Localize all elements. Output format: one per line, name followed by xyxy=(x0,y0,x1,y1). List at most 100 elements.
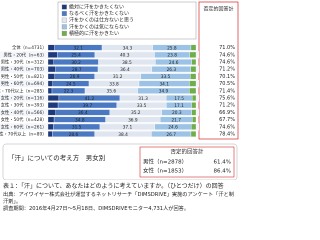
category-label: 女性・20代（n=116） xyxy=(1,95,47,102)
bar-segment xyxy=(190,66,197,73)
legend-swatch xyxy=(61,11,67,17)
legend-swatch xyxy=(61,17,67,23)
total-label: 71.0% xyxy=(219,45,235,51)
bar-segment xyxy=(47,116,55,123)
value-label: 26.9 xyxy=(70,74,80,80)
value-label: 26.7 xyxy=(166,132,176,138)
bar-segment xyxy=(192,116,197,123)
value-label: 24.6 xyxy=(169,60,179,66)
value-label: 31.2 xyxy=(113,74,123,80)
value-label: 24.6 xyxy=(168,125,178,131)
legend-swatch xyxy=(61,4,67,10)
value-label: 36.9 xyxy=(128,117,138,123)
total-label: 70.1% xyxy=(219,74,235,80)
value-label: 17.5 xyxy=(174,96,184,102)
value-label: 33.8 xyxy=(109,81,119,87)
summary-value: 86.4% xyxy=(214,169,231,175)
bar-segment xyxy=(47,87,53,94)
category-label: 女性・40代（n=566） xyxy=(1,109,47,116)
bar-segment xyxy=(47,51,58,58)
page: 否定的回答計 「汗」についての考え方 男女別 否定的回答計 男性（n=2878）… xyxy=(0,1,239,213)
caption-source: 出典：アイワイヤー株式会社が運営するネットリサーチ「DIMSDRIVE」実施のア… xyxy=(3,192,234,205)
summary-table xyxy=(139,146,235,178)
bar-segment xyxy=(47,59,54,65)
summary-label: 男性（n=2878） xyxy=(143,158,187,166)
legend-label: 汗をかくのは気にならない xyxy=(69,23,129,30)
total-label: 74.6% xyxy=(219,60,235,66)
category-label: 全体（n=4731） xyxy=(12,44,46,51)
total-header: 否定的回答計 xyxy=(203,6,233,13)
total-label: 74.6% xyxy=(219,52,235,58)
total-label: 78.4% xyxy=(219,132,235,138)
bar-segment xyxy=(190,131,197,137)
value-label: 24.5 xyxy=(66,81,76,87)
value-label: 34.3 xyxy=(123,45,133,51)
legend-swatch xyxy=(61,24,67,30)
value-label: 22.3 xyxy=(64,89,74,95)
total-box xyxy=(198,1,239,140)
bar-segment xyxy=(192,95,197,101)
value-label: 33.5 xyxy=(161,74,171,80)
value-label: 28.6 xyxy=(69,132,79,138)
value-label: 37.1 xyxy=(123,125,133,131)
value-label: 33.5 xyxy=(137,103,147,109)
value-label: 41.2 xyxy=(85,96,95,102)
bar-segment xyxy=(47,102,59,109)
value-label: 28.7 xyxy=(72,67,82,73)
category-label: 男性・60代（n=694） xyxy=(1,80,47,87)
category-label: 女性・70代以上（n=89） xyxy=(0,131,47,138)
bar-segment xyxy=(47,131,53,137)
value-label: 17.1 xyxy=(174,103,184,109)
value-label: 20.3 xyxy=(172,110,182,116)
bar-segment xyxy=(47,123,54,130)
bar-segment xyxy=(189,87,197,94)
total-label: 67.7% xyxy=(219,117,235,123)
chart: 否定的回答計 「汗」についての考え方 男女別 否定的回答計 男性（n=2878）… xyxy=(0,1,239,180)
category-label: 女性・30代（n=393） xyxy=(1,102,47,109)
bar-segment xyxy=(47,109,56,116)
legend-label: 絶対に汗をかきたくない xyxy=(69,4,124,11)
bar-segment xyxy=(191,59,197,65)
total-label: 71.4% xyxy=(219,88,235,94)
value-label: 40.3 xyxy=(120,53,130,59)
bar-segment xyxy=(191,102,197,109)
summary-title: 「汗」についての考え方 男女別 xyxy=(8,153,105,162)
total-label: 71.2% xyxy=(219,103,235,109)
legend-swatch xyxy=(61,30,67,36)
value-label: 25.4 xyxy=(71,53,81,59)
category-label: 男性・30代（n=312） xyxy=(1,59,47,66)
caption: 表１：「汗」について、あなたはどのように考えていますか。（ひとつだけ）の回答 出… xyxy=(3,183,237,213)
total-label: 71.2% xyxy=(219,67,235,73)
value-label: 34.1 xyxy=(159,81,169,87)
value-label: 36.4 xyxy=(78,110,88,116)
bar-segment xyxy=(191,109,197,116)
value-label: 39.7 xyxy=(83,103,93,109)
summary-label: 女性（n=1853） xyxy=(143,167,187,175)
total-label: 66.9% xyxy=(219,110,235,116)
caption-title: 表１：「汗」について、あなたはどのように考えていますか。（ひとつだけ）の回答 xyxy=(3,183,224,190)
value-label: 32.1 xyxy=(73,45,83,51)
summary-box xyxy=(2,143,238,180)
value-label: 34.9 xyxy=(159,89,169,95)
bar-segment xyxy=(191,123,197,130)
total-label: 74.6% xyxy=(219,124,235,130)
category-label: 男性・70代以上（n=285） xyxy=(0,87,47,94)
bar-segment xyxy=(47,44,55,51)
value-label: 35.6 xyxy=(107,89,117,95)
value-label: 23.8 xyxy=(167,53,177,59)
summary-value: 61.4% xyxy=(214,160,231,166)
bar-segment xyxy=(190,73,197,80)
category-label: 女性・60代（n=261） xyxy=(1,123,47,130)
total-label: 70.5% xyxy=(219,81,235,87)
value-label: 31.5 xyxy=(72,125,82,131)
value-label: 35.2 xyxy=(131,110,141,116)
value-label: 36.4 xyxy=(120,67,130,73)
category-label: 女性・50代（n=428） xyxy=(1,116,47,123)
value-label: 26.3 xyxy=(167,67,177,73)
summary-header: 否定的回答計 xyxy=(170,148,204,156)
value-label: 38.4 xyxy=(118,132,128,138)
category-label: 男性・40代（n=703） xyxy=(1,66,47,73)
category-label: 男性・50代（n=821） xyxy=(1,73,47,80)
bar-segment xyxy=(189,51,197,58)
category-label: 男性・20代（n=63） xyxy=(3,51,46,58)
